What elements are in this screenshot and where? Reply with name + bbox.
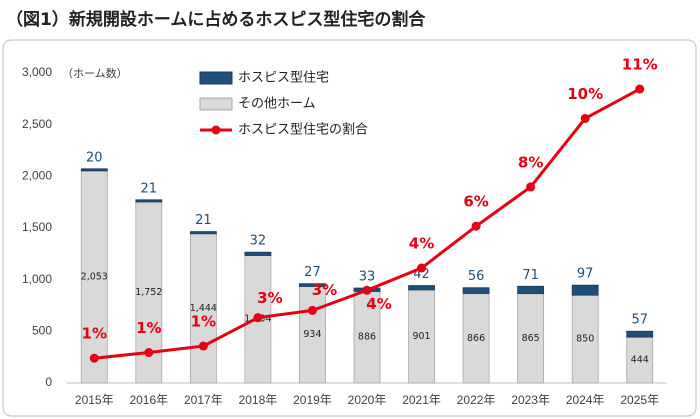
bar-value-label: 20 (86, 150, 103, 165)
bar-value-label: 865 (522, 333, 540, 344)
bar-segment (299, 286, 326, 384)
line-value-label: 6% (463, 193, 488, 211)
x-tick-label: 2023年 (511, 393, 550, 407)
line-marker (635, 84, 645, 94)
line-value-label: 1% (136, 319, 161, 337)
line-value-label: 1% (82, 325, 107, 343)
line-marker (307, 305, 317, 315)
bar-value-label: 56 (468, 269, 485, 284)
line-value-label: 8% (518, 153, 543, 171)
bar-segment (80, 168, 108, 172)
bar-value-label: 1,444 (190, 303, 217, 314)
bar-value-label: 97 (577, 267, 594, 282)
bar-segment (462, 293, 490, 384)
line-value-label: 3% (257, 289, 282, 307)
x-tick-label: 2018年 (239, 393, 278, 407)
bar-value-label: 886 (358, 332, 376, 343)
legend-swatch (199, 71, 233, 85)
bar-value-label: 2,053 (81, 271, 108, 282)
bar-value-label: 866 (467, 333, 485, 344)
legend-marker (211, 125, 221, 135)
x-tick-label: 2017年 (184, 393, 223, 407)
line-marker (471, 221, 481, 231)
bar-segment (244, 251, 272, 256)
line-marker (198, 341, 208, 351)
bar-value-label: 850 (576, 334, 594, 345)
y-tick-label: 2,000 (22, 169, 52, 183)
line-marker (362, 285, 372, 295)
bar-value-label: 21 (195, 213, 212, 228)
x-tick-label: 2024年 (566, 393, 605, 407)
bar-segment (626, 330, 654, 338)
line-marker (144, 348, 154, 358)
bar-segment (517, 293, 545, 384)
x-tick-label: 2016年 (129, 393, 168, 407)
bar-segment (517, 285, 545, 295)
chart-title: （図1）新規開設ホームに占めるホスピス型住宅の割合 (6, 9, 426, 30)
y-tick-label: 2,500 (22, 117, 52, 131)
x-tick-label: 2022年 (457, 393, 496, 407)
bar-segment (462, 287, 490, 294)
bar-segment (299, 283, 326, 287)
line-marker (253, 313, 263, 323)
bar-value-label: 57 (631, 313, 648, 328)
bar-segment (80, 170, 108, 384)
bar-value-label: 934 (303, 329, 321, 340)
bar-segment (408, 285, 435, 291)
x-tick-label: 2020年 (348, 393, 387, 407)
legend-label: その他ホーム (238, 97, 316, 112)
y-tick-label: 1,000 (22, 272, 52, 286)
x-tick-label: 2019年 (293, 393, 332, 407)
bar-segment (571, 294, 599, 384)
y-tick-label: 1,500 (22, 220, 52, 234)
line-value-label: 11% (622, 56, 658, 74)
line-marker (417, 263, 427, 273)
y-tick-label: 0 (45, 375, 52, 389)
bar-segment (189, 231, 217, 235)
bar-segment (135, 199, 163, 203)
line-marker (89, 353, 99, 363)
x-tick-label: 2015年 (75, 393, 114, 407)
bar-value-label: 33 (359, 270, 376, 285)
bar-value-label: 901 (412, 331, 430, 342)
bar-segment (353, 291, 381, 384)
legend-label: ホスピス型住宅 (238, 71, 329, 86)
x-tick-label: 2021年 (402, 393, 441, 407)
bar-value-label: 27 (304, 265, 321, 280)
y-axis-label: （ホーム数） (62, 67, 128, 80)
bar-segment (626, 336, 654, 384)
bar-value-label: 444 (631, 355, 649, 366)
x-tick-label: 2025年 (620, 393, 659, 407)
line-value-label: 4% (409, 235, 434, 253)
legend-label: ホスピス型住宅の割合 (238, 122, 368, 138)
line-value-label: 3% (312, 281, 337, 299)
line-value-label: 1% (191, 313, 216, 331)
line-marker (580, 113, 590, 123)
legend-swatch (199, 97, 233, 111)
bar-value-label: 32 (250, 234, 267, 249)
line-value-label: 4% (366, 295, 391, 313)
y-tick-label: 3,000 (22, 65, 52, 79)
bar-segment (571, 284, 599, 296)
bar-value-label: 1,752 (135, 287, 162, 298)
line-marker (526, 182, 536, 192)
bar-value-label: 71 (522, 268, 539, 283)
y-tick-label: 500 (32, 324, 52, 338)
bar-value-label: 21 (141, 181, 158, 196)
line-value-label: 10% (567, 85, 603, 103)
